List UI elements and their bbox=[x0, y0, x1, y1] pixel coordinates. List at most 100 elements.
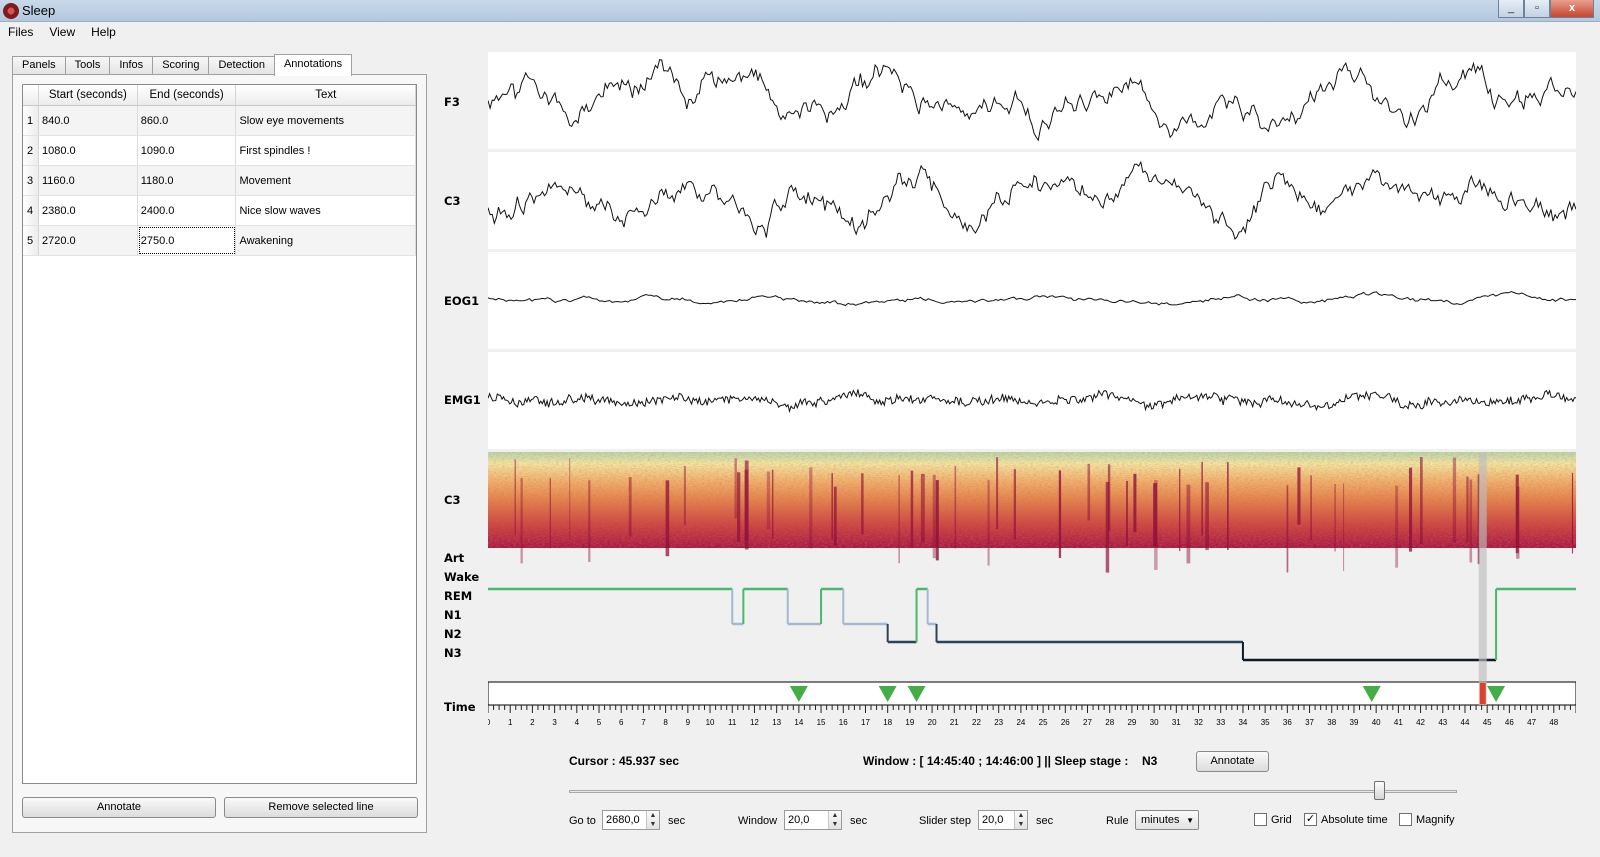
signal-canvas[interactable]: 0123456789101112131415161718192021222324… bbox=[488, 52, 1576, 732]
cell-start[interactable]: 2380.0 bbox=[39, 196, 138, 225]
annotation-marker-icon[interactable] bbox=[1487, 686, 1506, 702]
row-number[interactable]: 3 bbox=[23, 166, 39, 195]
spin-arrows-icon[interactable]: ▲ ▼ bbox=[828, 811, 841, 829]
table-row[interactable]: 1 840.0 860.0 Slow eye movements bbox=[23, 106, 416, 136]
tab-infos[interactable]: Infos bbox=[109, 56, 154, 75]
annotate-panel-button[interactable]: Annotate bbox=[22, 797, 216, 818]
window-spinbox[interactable]: 20,0 ▲ ▼ bbox=[784, 810, 842, 830]
table-row[interactable]: 3 1160.0 1180.0 Movement bbox=[23, 166, 416, 196]
cell-end[interactable]: 1090.0 bbox=[138, 136, 237, 165]
minimize-button[interactable]: _ bbox=[1498, 0, 1524, 18]
table-row[interactable]: 2 1080.0 1090.0 First spindles ! bbox=[23, 136, 416, 166]
spin-arrows-icon[interactable]: ▲ ▼ bbox=[1014, 811, 1027, 829]
time-tick-label: 10 bbox=[706, 718, 715, 727]
time-tick-label: 34 bbox=[1238, 718, 1247, 727]
table-corner bbox=[23, 85, 39, 105]
slider-step-spinbox[interactable]: 20,0 ▲ ▼ bbox=[978, 810, 1028, 830]
window-unit: sec bbox=[850, 815, 868, 827]
cell-start[interactable]: 2720.0 bbox=[39, 226, 138, 255]
tab-scoring[interactable]: Scoring bbox=[152, 56, 210, 75]
cell-start[interactable]: 840.0 bbox=[39, 106, 138, 135]
row-number[interactable]: 4 bbox=[23, 196, 39, 225]
header-start[interactable]: Start (seconds) bbox=[39, 85, 138, 105]
row-number[interactable]: 2 bbox=[23, 136, 39, 165]
window-value: 20,0 bbox=[788, 814, 810, 826]
spectrogram-burst bbox=[1133, 473, 1137, 533]
time-tick-label: 17 bbox=[861, 718, 870, 727]
cell-start[interactable]: 1080.0 bbox=[39, 136, 138, 165]
spectrogram-burst bbox=[1334, 484, 1336, 552]
absolute-time-label: Absolute time bbox=[1321, 814, 1388, 826]
menu-files[interactable]: Files bbox=[8, 25, 34, 39]
spectrogram-burst bbox=[1058, 470, 1062, 558]
time-tick-label: 25 bbox=[1039, 718, 1048, 727]
table-header: Start (seconds) End (seconds) Text bbox=[23, 85, 416, 106]
cell-text[interactable]: First spindles ! bbox=[236, 136, 416, 165]
stage-label-wake: Wake bbox=[444, 570, 480, 584]
tab-panels[interactable]: Panels bbox=[12, 56, 66, 75]
time-tick-label: 27 bbox=[1083, 718, 1092, 727]
annotation-marker-icon[interactable] bbox=[907, 686, 926, 702]
goto-spinbox[interactable]: 2680,0 ▲ ▼ bbox=[602, 810, 660, 830]
channel-label-eog1: EOG1 bbox=[444, 294, 480, 308]
annotations-table[interactable]: Start (seconds) End (seconds) Text 1 840… bbox=[22, 84, 417, 784]
header-end[interactable]: End (seconds) bbox=[138, 85, 237, 105]
cell-end[interactable]: 2400.0 bbox=[138, 196, 237, 225]
magnify-checkbox[interactable] bbox=[1399, 813, 1412, 826]
maximize-button[interactable]: ▫ bbox=[1524, 0, 1550, 18]
row-number[interactable]: 5 bbox=[23, 226, 39, 255]
cell-text[interactable]: Movement bbox=[236, 166, 416, 195]
menu-help[interactable]: Help bbox=[91, 25, 116, 39]
time-slider-track[interactable] bbox=[569, 790, 1457, 793]
cell-text[interactable]: Nice slow waves bbox=[236, 196, 416, 225]
spectrogram-burst bbox=[1105, 482, 1110, 573]
cell-end-selected[interactable]: 2750.0 bbox=[137, 226, 237, 255]
time-tick-label: 8 bbox=[663, 718, 668, 727]
time-tick-label: 31 bbox=[1172, 718, 1181, 727]
table-row[interactable]: 4 2380.0 2400.0 Nice slow waves bbox=[23, 196, 416, 226]
tab-tools[interactable]: Tools bbox=[64, 56, 111, 75]
slider-step-value: 20,0 bbox=[982, 814, 1004, 826]
spectrogram-burst bbox=[920, 473, 925, 543]
time-tick-label: 21 bbox=[950, 718, 959, 727]
annotate-button[interactable]: Annotate bbox=[1196, 751, 1269, 772]
spectrogram-burst bbox=[734, 458, 737, 519]
time-tick-label: 43 bbox=[1438, 718, 1447, 727]
table-row[interactable]: 5 2720.0 2750.0 Awakening bbox=[23, 226, 416, 256]
emg1-trace bbox=[488, 389, 1576, 414]
row-number[interactable]: 1 bbox=[23, 106, 39, 135]
spectrogram-burst bbox=[1205, 482, 1209, 551]
close-button[interactable]: x bbox=[1550, 0, 1594, 18]
spectrogram-burst bbox=[1153, 483, 1158, 546]
menu-view[interactable]: View bbox=[49, 25, 76, 39]
channel-label-emg1: EMG1 bbox=[444, 393, 481, 407]
spectrogram-burst bbox=[628, 477, 632, 537]
grid-checkbox[interactable] bbox=[1254, 813, 1267, 826]
tab-detection[interactable]: Detection bbox=[208, 56, 275, 75]
spectrogram-burst bbox=[1343, 483, 1345, 571]
spectrogram-burst bbox=[935, 480, 939, 561]
annotation-marker-icon[interactable] bbox=[1362, 686, 1381, 702]
cell-end[interactable]: 1180.0 bbox=[138, 166, 237, 195]
cell-end[interactable]: 860.0 bbox=[138, 106, 237, 135]
header-text[interactable]: Text bbox=[236, 85, 416, 105]
time-tick-label: 32 bbox=[1194, 718, 1203, 727]
annotation-marker-icon[interactable] bbox=[789, 686, 808, 702]
time-bar[interactable] bbox=[488, 681, 1576, 706]
spectrogram-burst bbox=[1179, 468, 1181, 552]
time-tick-label: 15 bbox=[817, 718, 826, 727]
spin-arrows-icon[interactable]: ▲ ▼ bbox=[646, 811, 659, 829]
cell-text[interactable]: Awakening bbox=[236, 226, 416, 255]
cell-start[interactable]: 1160.0 bbox=[39, 166, 138, 195]
eog1-trace bbox=[488, 290, 1576, 306]
spectrogram-burst bbox=[1477, 474, 1480, 565]
rule-select[interactable]: minutes ▼ bbox=[1135, 810, 1199, 830]
channel-label-f3: F3 bbox=[444, 95, 460, 109]
tab-annotations[interactable]: Annotations bbox=[273, 54, 353, 76]
time-slider-handle[interactable] bbox=[1374, 781, 1385, 800]
cell-text[interactable]: Slow eye movements bbox=[236, 106, 416, 135]
absolute-time-checkbox[interactable]: ✓ bbox=[1304, 813, 1317, 826]
annotation-marker-icon[interactable] bbox=[878, 686, 897, 702]
remove-line-button[interactable]: Remove selected line bbox=[224, 797, 418, 818]
time-tick-label: 45 bbox=[1483, 718, 1492, 727]
